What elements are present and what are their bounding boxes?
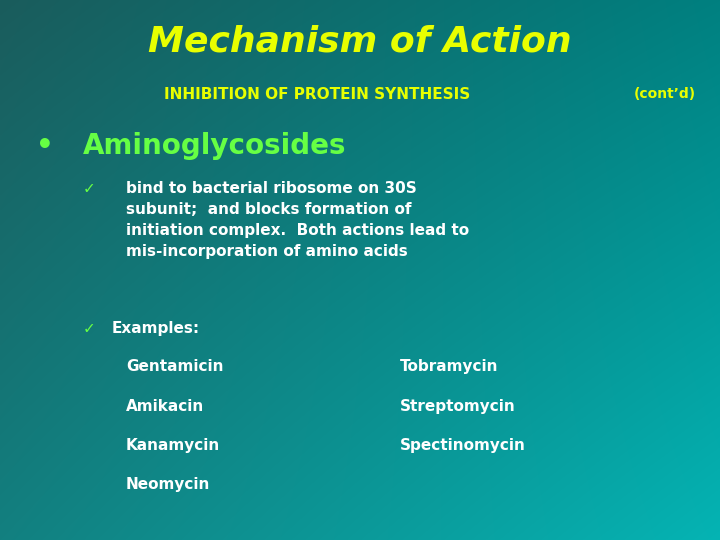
Text: Aminoglycosides: Aminoglycosides — [83, 132, 346, 160]
Text: ✓: ✓ — [83, 181, 96, 196]
Text: Amikacin: Amikacin — [126, 399, 204, 414]
Text: Examples:: Examples: — [112, 321, 199, 336]
Text: Mechanism of Action: Mechanism of Action — [148, 24, 572, 58]
Text: INHIBITION OF PROTEIN SYNTHESIS: INHIBITION OF PROTEIN SYNTHESIS — [163, 87, 470, 103]
Text: bind to bacterial ribosome on 30S
subunit;  and blocks formation of
initiation c: bind to bacterial ribosome on 30S subuni… — [126, 181, 469, 259]
Text: Tobramycin: Tobramycin — [400, 359, 498, 374]
Text: ✓: ✓ — [83, 321, 96, 336]
Text: Gentamicin: Gentamicin — [126, 359, 223, 374]
Text: Spectinomycin: Spectinomycin — [400, 438, 526, 453]
Text: Neomycin: Neomycin — [126, 477, 210, 492]
Text: •: • — [36, 132, 54, 160]
Text: Streptomycin: Streptomycin — [400, 399, 516, 414]
Text: Kanamycin: Kanamycin — [126, 438, 220, 453]
Text: (cont’d): (cont’d) — [634, 87, 696, 102]
